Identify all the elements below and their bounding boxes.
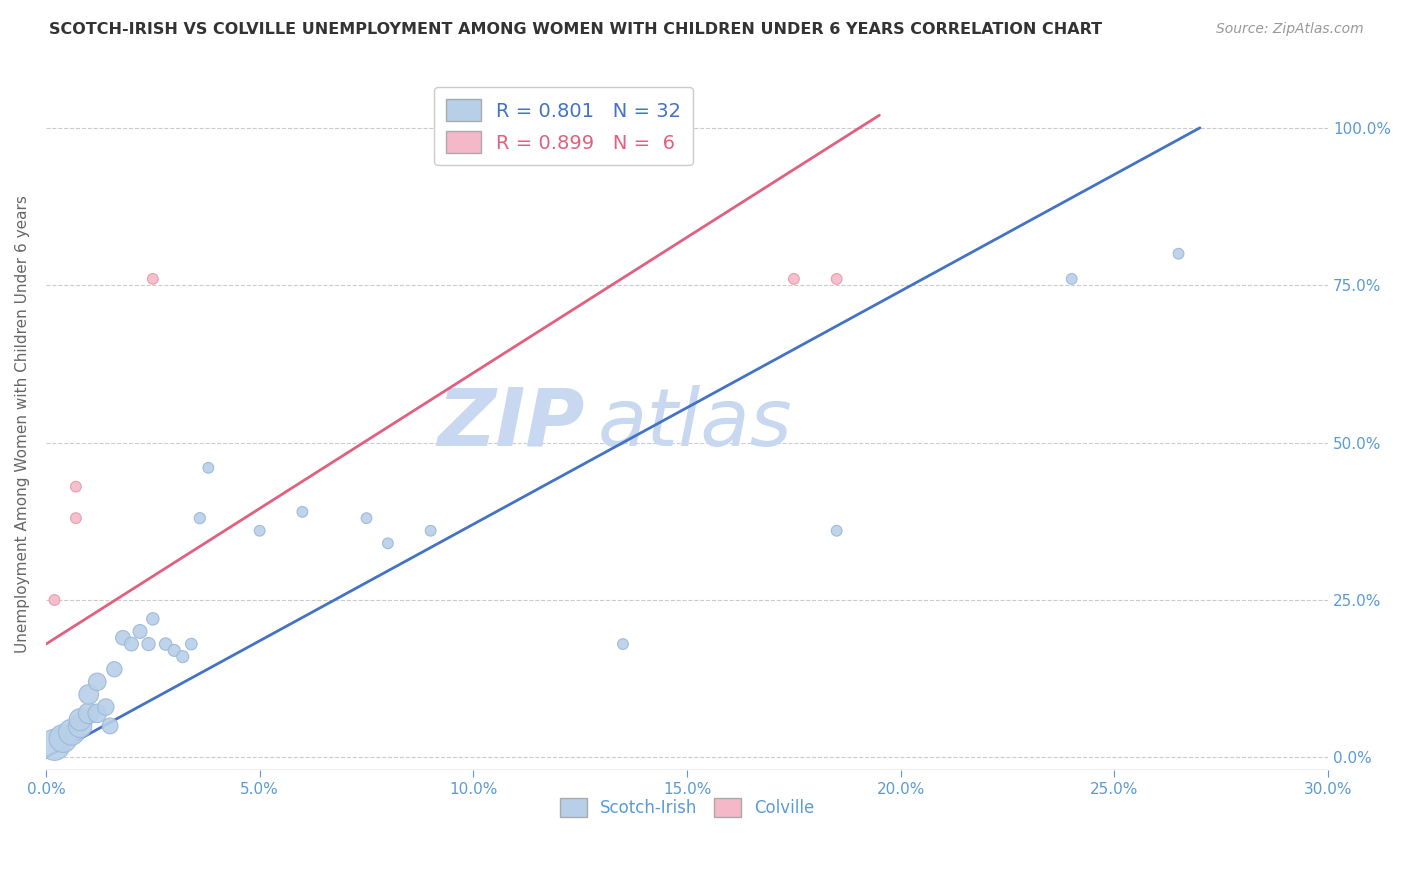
Point <box>142 272 165 286</box>
Text: atlas: atlas <box>598 384 792 463</box>
Point <box>1167 246 1189 260</box>
Point <box>163 643 186 657</box>
Point <box>825 524 848 538</box>
Point <box>825 272 848 286</box>
Point <box>111 631 134 645</box>
Point <box>86 706 108 721</box>
Point <box>612 637 634 651</box>
Point <box>44 593 66 607</box>
Point <box>103 662 125 676</box>
Point <box>86 674 108 689</box>
Point <box>419 524 441 538</box>
Text: Source: ZipAtlas.com: Source: ZipAtlas.com <box>1216 22 1364 37</box>
Point <box>94 700 117 714</box>
Y-axis label: Unemployment Among Women with Children Under 6 years: Unemployment Among Women with Children U… <box>15 194 30 653</box>
Point <box>65 480 87 494</box>
Point <box>44 738 66 752</box>
Point <box>249 524 271 538</box>
Point <box>180 637 202 651</box>
Point <box>120 637 142 651</box>
Text: SCOTCH-IRISH VS COLVILLE UNEMPLOYMENT AMONG WOMEN WITH CHILDREN UNDER 6 YEARS CO: SCOTCH-IRISH VS COLVILLE UNEMPLOYMENT AM… <box>49 22 1102 37</box>
Point <box>60 725 83 739</box>
Point <box>138 637 160 651</box>
Point <box>155 637 177 651</box>
Point <box>377 536 399 550</box>
Point <box>142 612 165 626</box>
Point <box>172 649 194 664</box>
Point <box>52 731 75 746</box>
Point <box>783 272 806 286</box>
Point <box>291 505 314 519</box>
Point <box>129 624 152 639</box>
Point <box>1060 272 1083 286</box>
Text: ZIP: ZIP <box>437 384 585 463</box>
Point <box>65 511 87 525</box>
Legend: Scotch-Irish, Colville: Scotch-Irish, Colville <box>553 791 821 824</box>
Point <box>188 511 211 525</box>
Point <box>77 706 100 721</box>
Point <box>69 713 91 727</box>
Point <box>197 460 219 475</box>
Point <box>77 688 100 702</box>
Point <box>356 511 378 525</box>
Point <box>69 719 91 733</box>
Point <box>98 719 121 733</box>
